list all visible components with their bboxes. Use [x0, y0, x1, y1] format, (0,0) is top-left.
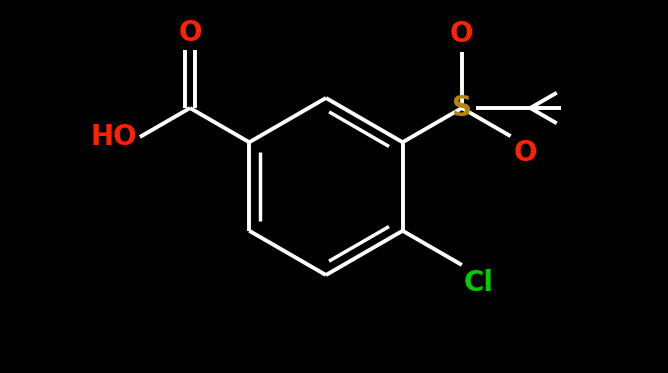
Text: S: S: [452, 94, 472, 122]
Text: O: O: [178, 19, 202, 47]
Text: O: O: [450, 21, 474, 48]
Text: HO: HO: [90, 123, 137, 151]
Text: Cl: Cl: [464, 269, 494, 297]
Text: O: O: [514, 140, 537, 167]
